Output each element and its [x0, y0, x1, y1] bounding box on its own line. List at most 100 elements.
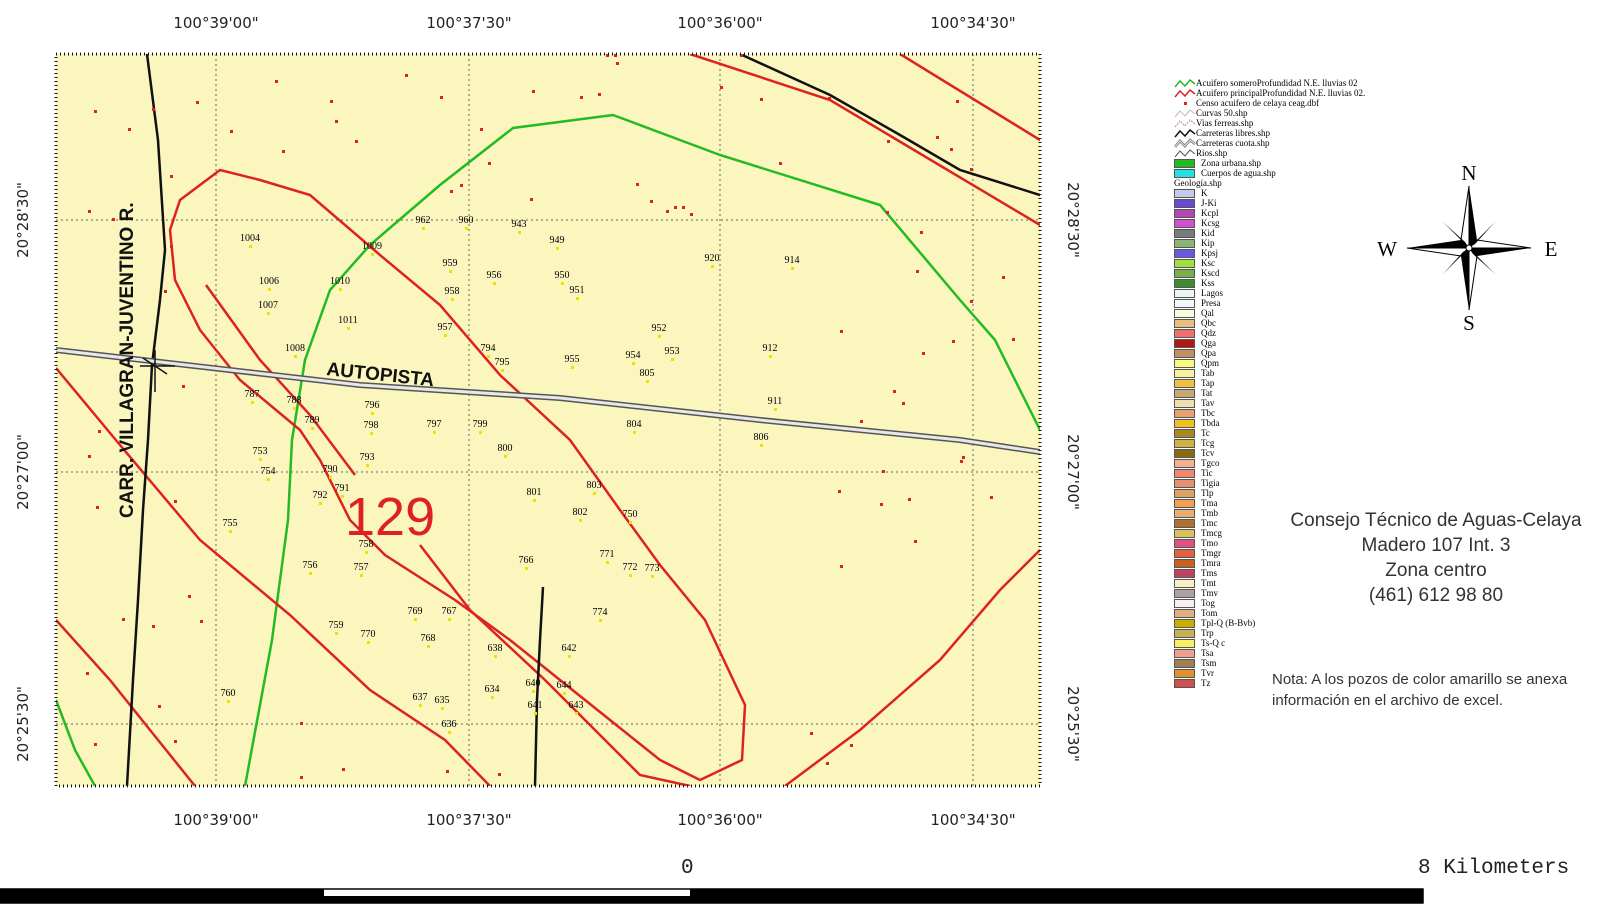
geology-label: Tcg	[1201, 438, 1215, 448]
well-label: 755	[223, 518, 238, 529]
geology-swatch	[1174, 618, 1195, 628]
census-point	[956, 100, 959, 103]
legend-label: Rios.shp	[1196, 148, 1228, 158]
census-point	[174, 500, 177, 503]
census-point	[405, 74, 408, 77]
well-label: 806	[754, 432, 769, 443]
water-body-swatch	[1174, 168, 1195, 178]
legend-geology-item: Qal	[1174, 308, 1504, 318]
legend-item: Curvas 50.shp	[1174, 108, 1504, 118]
well-label: 804	[627, 419, 642, 430]
aquifer-shallow-contours	[56, 113, 1040, 786]
geology-label: Trp	[1201, 628, 1214, 638]
well-label: 797	[427, 419, 442, 430]
legend-item: Acuifero someroProfundidad N.E. lluvias …	[1174, 78, 1504, 88]
well-marker	[518, 231, 521, 234]
compass-w: W	[1377, 237, 1397, 261]
well-label: 959	[443, 258, 458, 269]
well-label: 962	[416, 215, 431, 226]
census-point	[606, 54, 609, 57]
legend-geology-item: Tvr	[1174, 668, 1504, 678]
legend-geology-item: Kcsg	[1174, 218, 1504, 228]
well-label: 637	[413, 692, 428, 703]
census-point	[614, 54, 617, 57]
well-label: 955	[565, 354, 580, 365]
legend-geology-item: Tz	[1174, 678, 1504, 688]
aquifer-main-contours	[56, 54, 1040, 786]
geology-label: Qbc	[1201, 318, 1216, 328]
legend-geology-item: Ts-Q c	[1174, 638, 1504, 648]
geology-swatch	[1174, 648, 1195, 658]
well-marker	[371, 253, 374, 256]
census-point	[580, 96, 583, 99]
well-label: 793	[360, 452, 375, 463]
geology-swatch	[1174, 378, 1195, 388]
geology-label: Tz	[1201, 678, 1211, 688]
well-marker	[579, 519, 582, 522]
geology-swatch	[1174, 408, 1195, 418]
well-marker	[568, 655, 571, 658]
census-point	[498, 773, 501, 776]
well-marker	[532, 690, 535, 693]
geology-label: Tmc	[1201, 518, 1218, 528]
well-marker	[249, 245, 252, 248]
well-label: 914	[785, 255, 800, 266]
well-marker	[451, 298, 454, 301]
geology-swatch	[1174, 248, 1195, 258]
well-label: 796	[365, 400, 380, 411]
geology-swatch	[1174, 298, 1195, 308]
well-marker	[487, 355, 490, 358]
geology-label: Qal	[1201, 308, 1214, 318]
census-point	[902, 402, 905, 405]
well-label: 1008	[285, 343, 305, 354]
geology-swatch	[1174, 468, 1195, 478]
legend-geology-item: Tmra	[1174, 558, 1504, 568]
well-label: 792	[313, 490, 328, 501]
geology-label: Tav	[1201, 398, 1215, 408]
census-point	[666, 210, 669, 213]
census-point	[230, 130, 233, 133]
geology-swatch	[1174, 518, 1195, 528]
census-point	[170, 175, 173, 178]
coord-top-2: 100°37'30"	[426, 14, 511, 32]
legend-item: Acuifero principalProfundidad N.E. lluvi…	[1174, 88, 1504, 98]
census-point	[96, 506, 99, 509]
legend-label: Acuifero principalProfundidad N.E. lluvi…	[1196, 88, 1366, 98]
contour-line-icon	[1174, 108, 1196, 118]
geology-swatch	[1174, 628, 1195, 638]
census-point	[196, 101, 199, 104]
census-point	[840, 565, 843, 568]
well-marker	[629, 574, 632, 577]
aquifer-main-line-icon	[1174, 88, 1196, 98]
census-point	[300, 722, 303, 725]
census-point	[1002, 276, 1005, 279]
census-point	[112, 218, 115, 221]
census-point	[826, 762, 829, 765]
well-marker	[501, 369, 504, 372]
geology-swatch	[1174, 548, 1195, 558]
coord-right-3: 20°25'30"	[1064, 686, 1082, 762]
well-label: 795	[495, 357, 510, 368]
geology-label: Kcpl	[1201, 208, 1219, 218]
well-marker	[365, 551, 368, 554]
census-point	[86, 672, 89, 675]
census-point	[532, 90, 535, 93]
well-marker	[433, 431, 436, 434]
geology-swatch	[1174, 508, 1195, 518]
census-point	[158, 705, 161, 708]
geology-label: Tmt	[1201, 578, 1216, 588]
geology-swatch	[1174, 238, 1195, 248]
scale-bar	[0, 888, 1424, 904]
well-marker	[533, 499, 536, 502]
well-marker	[494, 655, 497, 658]
well-label: 920	[705, 253, 720, 264]
census-point	[170, 245, 173, 248]
legend-label: Carreteras cuota.shp	[1196, 138, 1270, 148]
well-label: 791	[335, 483, 350, 494]
well-marker	[449, 270, 452, 273]
well-marker	[371, 412, 374, 415]
census-point	[616, 62, 619, 65]
geology-label: Qpa	[1201, 348, 1216, 358]
geology-swatch	[1174, 338, 1195, 348]
legend-geology-item: Trp	[1174, 628, 1504, 638]
